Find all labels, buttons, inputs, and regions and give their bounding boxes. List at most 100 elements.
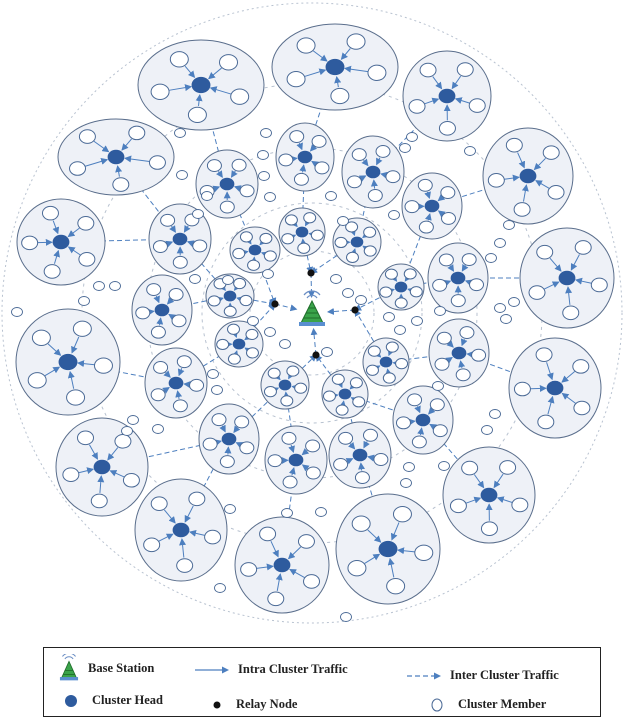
cluster-member [333, 457, 349, 471]
intra-cluster-arrow [496, 496, 513, 503]
intra-cluster-arrow [345, 458, 354, 465]
cluster-head [58, 353, 78, 371]
cluster-member [239, 231, 253, 243]
cluster-head-icon [65, 694, 77, 707]
intra-cluster-arrow [78, 467, 95, 475]
cluster-member [201, 191, 213, 201]
cluster-member [202, 437, 218, 451]
legend-base-station: Base Station [58, 654, 154, 682]
cluster [328, 421, 392, 489]
cluster-member [189, 378, 205, 392]
cluster-member [305, 439, 321, 453]
cluster-member [345, 251, 359, 263]
relay-nodes [271, 269, 359, 359]
cluster-member [204, 529, 222, 545]
cluster-member [383, 312, 395, 322]
intra-cluster-arrow [407, 287, 415, 295]
cluster [137, 39, 265, 131]
cluster-member [365, 364, 379, 376]
cluster [214, 320, 264, 368]
cluster-member [211, 413, 227, 427]
cluster-member [66, 389, 86, 406]
cluster-head [219, 177, 235, 191]
legend-inter-cluster-traffic-label: Inter Cluster Traffic [450, 668, 559, 682]
cluster-member [267, 367, 281, 379]
ring [1, 2, 623, 624]
cluster-head [424, 199, 440, 213]
cluster-member [223, 305, 237, 317]
cluster-member [207, 369, 219, 379]
cluster-member [469, 278, 485, 292]
cluster-head [93, 459, 111, 475]
intra-cluster-arrow [301, 448, 310, 456]
cluster-member [231, 158, 247, 172]
cluster-member [411, 316, 423, 326]
cluster-member [169, 51, 189, 68]
intra-cluster-arrow [385, 368, 393, 376]
cluster-member [281, 431, 297, 445]
cluster-member [503, 220, 515, 230]
cluster-member [176, 558, 194, 573]
network-diagram [1, 2, 623, 624]
intra-cluster-arrow [290, 219, 298, 228]
cluster-member [429, 398, 445, 412]
cluster-member [239, 441, 255, 455]
cluster-member [263, 386, 277, 398]
intra-cluster-arrow [270, 540, 279, 558]
intra-cluster-arrow [212, 185, 221, 193]
cluster [198, 403, 260, 475]
intra-cluster-arrow [162, 387, 170, 394]
intra-cluster-arrow [437, 194, 446, 202]
cluster-member [150, 325, 166, 339]
cluster-member [150, 496, 168, 511]
cluster-member [379, 286, 393, 298]
cluster-member [286, 70, 306, 88]
cluster-member [414, 544, 434, 561]
cluster-member [322, 390, 336, 402]
intra-cluster-arrow [166, 297, 175, 305]
cluster-member [330, 87, 350, 105]
cluster-member [257, 150, 269, 160]
cluster-member [436, 331, 452, 345]
cluster-member [286, 365, 300, 377]
cluster [134, 478, 228, 582]
intra-cluster-arrow [216, 296, 224, 304]
cluster-member [284, 214, 298, 226]
intra-cluster-arrow [288, 467, 296, 476]
cluster-member [122, 472, 140, 488]
intra-cluster-arrow [493, 473, 504, 489]
intra-cluster-arrow [89, 444, 98, 460]
cluster-member [417, 178, 433, 192]
cluster-head [394, 281, 408, 293]
cluster-head [191, 76, 211, 94]
cluster-member [511, 497, 529, 513]
relay-node [312, 351, 320, 359]
cluster-head [350, 236, 364, 248]
ring [201, 202, 423, 424]
legend-cluster-head-label: Cluster Head [92, 693, 163, 707]
intra-cluster-arrow [53, 249, 60, 264]
intra-cluster-arrow [168, 313, 176, 321]
intra-cluster-arrow [546, 362, 554, 381]
cluster-member [222, 275, 234, 285]
relay-to-base-link [307, 272, 315, 299]
intra-cluster-arrow [115, 165, 123, 177]
intra-cluster-arrow [259, 237, 267, 246]
cluster-member [367, 345, 381, 357]
cluster-member [174, 128, 186, 138]
legend-inter-cluster-traffic: Inter Cluster Traffic [406, 668, 559, 683]
ring [249, 250, 375, 376]
cluster-member [438, 121, 456, 136]
intra-cluster-arrow [376, 157, 383, 166]
cluster-member [500, 314, 512, 324]
cluster-member [418, 220, 434, 234]
cluster-member [310, 229, 324, 241]
intra-cluster-arrow [233, 425, 241, 434]
intra-cluster-arrow [169, 225, 176, 233]
cluster-member [143, 537, 161, 553]
legend-cluster-member: Cluster Member [430, 697, 546, 712]
intra-cluster-arrow [364, 553, 381, 564]
cluster-member [114, 433, 132, 449]
cluster-member [337, 216, 349, 226]
cluster-member [192, 239, 208, 253]
